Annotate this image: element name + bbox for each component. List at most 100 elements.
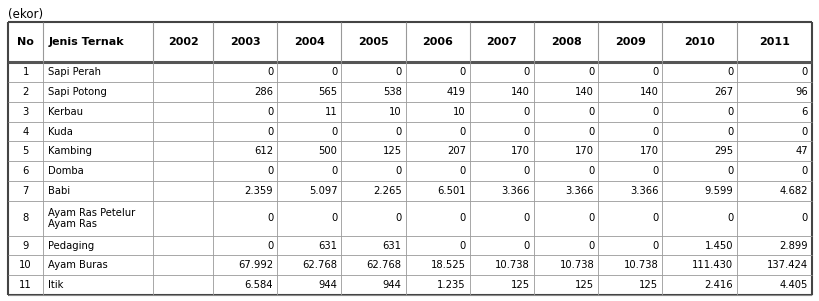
- Text: 0: 0: [331, 166, 337, 176]
- Text: 6.584: 6.584: [244, 280, 273, 290]
- Text: 1.235: 1.235: [437, 280, 465, 290]
- Text: 0: 0: [726, 166, 732, 176]
- Text: 0: 0: [523, 240, 529, 251]
- Text: 0: 0: [651, 67, 658, 77]
- Text: Sapi Perah: Sapi Perah: [48, 67, 101, 77]
- Text: 3.366: 3.366: [629, 186, 658, 196]
- Text: 2: 2: [22, 87, 29, 97]
- Text: 0: 0: [459, 127, 465, 137]
- Text: 0: 0: [587, 240, 594, 251]
- Text: 2.899: 2.899: [778, 240, 807, 251]
- Text: 4: 4: [22, 127, 29, 137]
- Text: 2009: 2009: [614, 37, 645, 47]
- Text: 0: 0: [651, 240, 658, 251]
- Text: 47: 47: [794, 146, 807, 156]
- Text: Kerbau: Kerbau: [48, 107, 83, 117]
- Text: 1: 1: [22, 67, 29, 77]
- Text: 10.738: 10.738: [559, 260, 594, 270]
- Text: 0: 0: [331, 127, 337, 137]
- Text: 0: 0: [267, 213, 273, 223]
- Text: 0: 0: [726, 107, 732, 117]
- Text: 944: 944: [318, 280, 337, 290]
- Text: 96: 96: [794, 87, 807, 97]
- Text: 2005: 2005: [358, 37, 388, 47]
- Text: Kambing: Kambing: [48, 146, 92, 156]
- Text: 631: 631: [382, 240, 401, 251]
- Text: 125: 125: [574, 280, 594, 290]
- Text: 0: 0: [801, 67, 807, 77]
- Text: 0: 0: [651, 166, 658, 176]
- Text: 8: 8: [22, 213, 29, 223]
- Text: 538: 538: [382, 87, 401, 97]
- Text: 0: 0: [267, 127, 273, 137]
- Text: 0: 0: [523, 107, 529, 117]
- Text: 6: 6: [801, 107, 807, 117]
- Text: 2011: 2011: [758, 37, 789, 47]
- Text: 0: 0: [523, 166, 529, 176]
- Text: 62.768: 62.768: [302, 260, 337, 270]
- Text: 207: 207: [446, 146, 465, 156]
- Text: 7: 7: [22, 186, 29, 196]
- Text: 0: 0: [331, 213, 337, 223]
- Text: 9: 9: [22, 240, 29, 251]
- Text: 4.405: 4.405: [779, 280, 807, 290]
- Text: Itik: Itik: [48, 280, 64, 290]
- Text: 0: 0: [801, 127, 807, 137]
- Text: 10.738: 10.738: [623, 260, 658, 270]
- Text: 11: 11: [19, 280, 32, 290]
- Text: 6.501: 6.501: [437, 186, 465, 196]
- Text: 2007: 2007: [486, 37, 517, 47]
- Text: 0: 0: [459, 240, 465, 251]
- Text: 2.416: 2.416: [704, 280, 732, 290]
- Text: 9.599: 9.599: [704, 186, 732, 196]
- Text: 0: 0: [587, 67, 594, 77]
- Text: 2010: 2010: [684, 37, 714, 47]
- Text: 0: 0: [726, 127, 732, 137]
- Text: 10: 10: [453, 107, 465, 117]
- Text: 0: 0: [801, 213, 807, 223]
- Text: 0: 0: [459, 67, 465, 77]
- Text: 0: 0: [801, 166, 807, 176]
- Text: Pedaging: Pedaging: [48, 240, 94, 251]
- Text: 631: 631: [318, 240, 337, 251]
- Text: 565: 565: [318, 87, 337, 97]
- Text: 140: 140: [575, 87, 594, 97]
- Text: 286: 286: [254, 87, 273, 97]
- Text: 10: 10: [20, 260, 32, 270]
- Text: 0: 0: [651, 107, 658, 117]
- Text: 137.424: 137.424: [766, 260, 807, 270]
- Text: Sapi Potong: Sapi Potong: [48, 87, 107, 97]
- Text: Jenis Ternak: Jenis Ternak: [48, 37, 124, 47]
- Text: Ayam Ras Petelur: Ayam Ras Petelur: [48, 208, 135, 218]
- Text: 0: 0: [523, 67, 529, 77]
- Text: 0: 0: [587, 127, 594, 137]
- Text: 2.359: 2.359: [244, 186, 273, 196]
- Text: 0: 0: [587, 166, 594, 176]
- Text: Kuda: Kuda: [48, 127, 73, 137]
- Text: 170: 170: [510, 146, 529, 156]
- Text: 5.097: 5.097: [309, 186, 337, 196]
- Text: 18.525: 18.525: [430, 260, 465, 270]
- Text: 0: 0: [459, 213, 465, 223]
- Text: 10.738: 10.738: [495, 260, 529, 270]
- Text: 0: 0: [395, 213, 401, 223]
- Text: Babi: Babi: [48, 186, 70, 196]
- Text: 0: 0: [267, 166, 273, 176]
- Text: 500: 500: [318, 146, 337, 156]
- Text: 0: 0: [267, 107, 273, 117]
- Text: 67.992: 67.992: [238, 260, 273, 270]
- Text: 0: 0: [726, 67, 732, 77]
- Text: 0: 0: [395, 127, 401, 137]
- Text: 125: 125: [510, 280, 529, 290]
- Text: Ayam Buras: Ayam Buras: [48, 260, 108, 270]
- Text: 612: 612: [254, 146, 273, 156]
- Text: No: No: [17, 37, 34, 47]
- Text: 0: 0: [395, 166, 401, 176]
- Text: 2002: 2002: [167, 37, 198, 47]
- Text: 6: 6: [22, 166, 29, 176]
- Text: 0: 0: [395, 67, 401, 77]
- Text: 0: 0: [651, 213, 658, 223]
- Text: 267: 267: [713, 87, 732, 97]
- Text: 0: 0: [267, 67, 273, 77]
- Text: 1.450: 1.450: [704, 240, 732, 251]
